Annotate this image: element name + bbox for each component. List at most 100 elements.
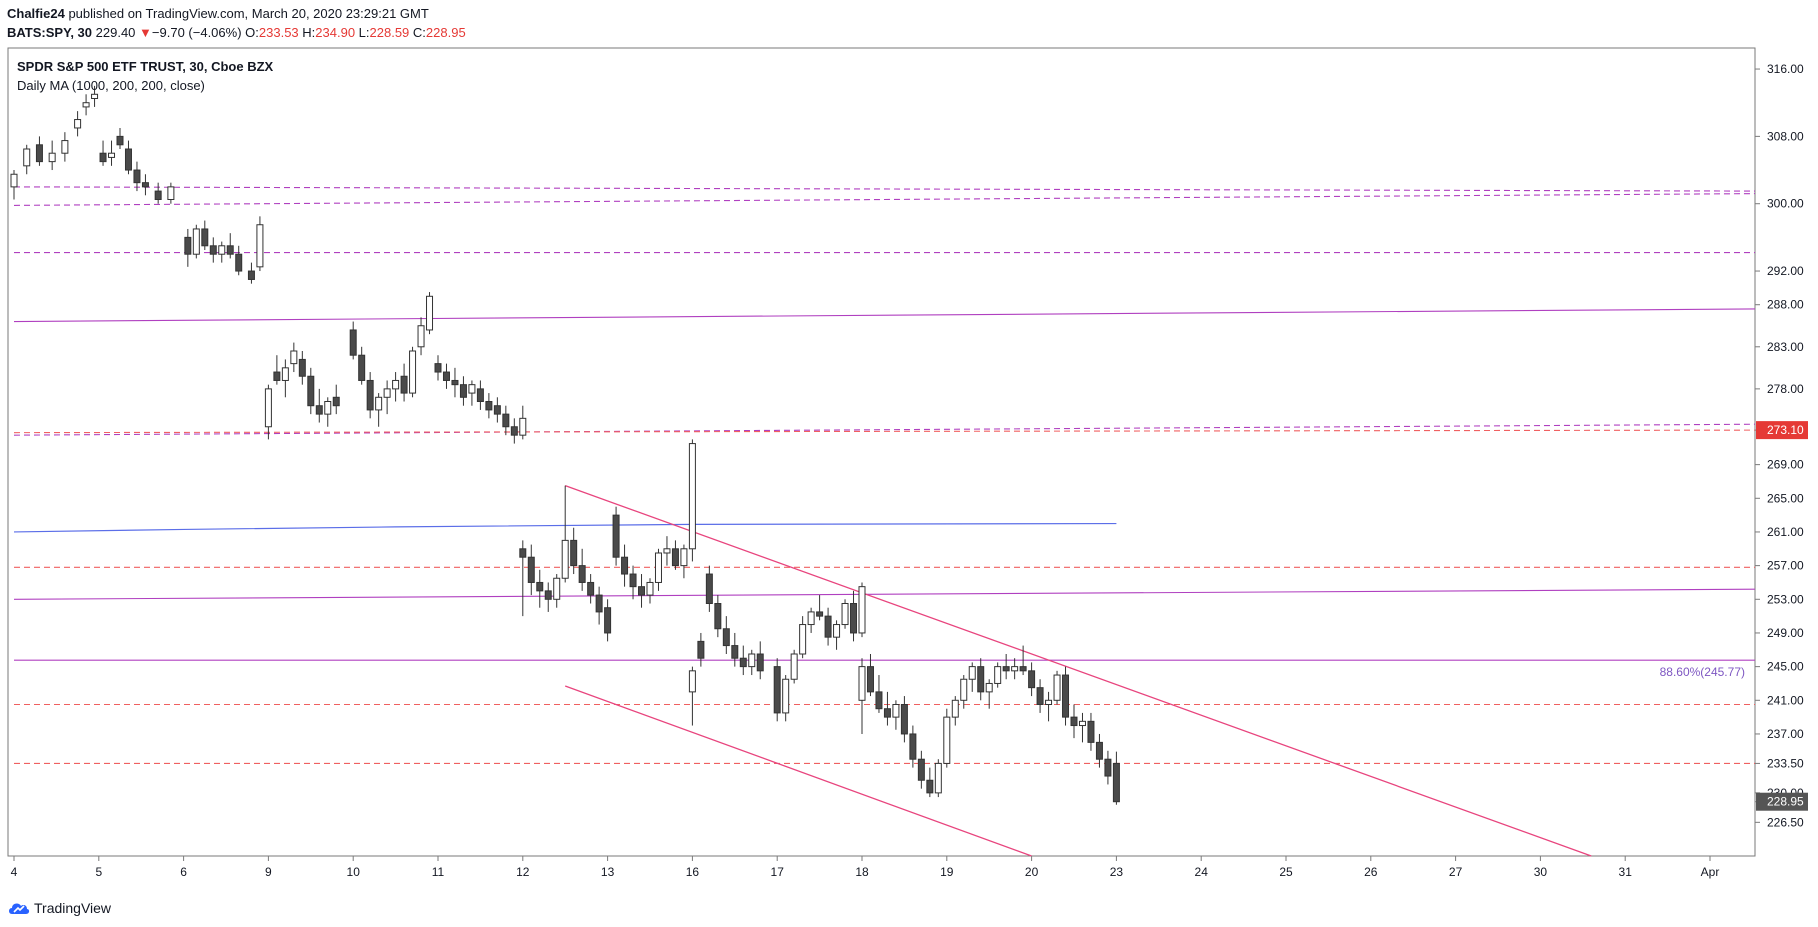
trendline-0 [564, 485, 1592, 857]
price-tick-label: 261.00 [1767, 525, 1804, 539]
horizontal-levels [13, 186, 1756, 764]
candle [985, 679, 993, 709]
candle [426, 292, 434, 335]
level-line-0 [13, 186, 1756, 192]
candle-body [595, 594, 603, 613]
candle [850, 590, 858, 642]
candle-body [782, 678, 790, 714]
candle-body [400, 375, 408, 394]
tradingview-footer[interactable]: TradingView [8, 898, 111, 918]
candle-body [273, 371, 281, 381]
candle [307, 367, 315, 415]
time-tick-label: 19 [940, 865, 954, 879]
candle-body [604, 607, 612, 634]
level-line-3 [13, 308, 1756, 323]
indicator-legend[interactable]: Daily MA (1000, 200, 200, close) [17, 78, 205, 93]
candle [1087, 712, 1095, 751]
candle [816, 595, 824, 621]
candle [1070, 704, 1078, 739]
candle [358, 346, 366, 385]
candle [654, 548, 662, 591]
candle [1053, 670, 1061, 705]
candle-body [688, 443, 696, 550]
level-line-1 [13, 193, 1756, 206]
author-name[interactable]: Chalfie24 [7, 6, 65, 21]
candle [739, 645, 747, 676]
candle [324, 397, 332, 427]
candle [638, 574, 646, 608]
candle-body [663, 548, 671, 554]
price-chart[interactable]: 316.00 308.00 300.00 292.00 288.00 283.00 278.… [0, 0, 1818, 895]
plot-area[interactable] [7, 47, 1756, 857]
price-tick-label: 269.00 [1767, 458, 1804, 472]
candle-body [671, 548, 679, 567]
candle [184, 228, 192, 267]
candle [349, 321, 357, 360]
candle-body [82, 102, 90, 108]
candle [290, 342, 298, 373]
candle [994, 662, 1002, 688]
price-axis[interactable]: 316.00 308.00 300.00 292.00 288.00 283.00 278.… [1755, 62, 1808, 829]
candle [281, 359, 289, 398]
candle [833, 620, 841, 650]
candle [553, 574, 561, 608]
candle-body [226, 245, 234, 255]
candle [315, 388, 323, 423]
daily-ma-line [13, 522, 1117, 533]
candle-body [48, 152, 56, 163]
candle [663, 536, 671, 566]
candle-body [10, 173, 18, 188]
candle [578, 548, 586, 591]
candle-body [841, 603, 849, 626]
candle-body [1002, 666, 1010, 672]
brand-name: TradingView [34, 900, 112, 916]
candle-body [383, 388, 391, 398]
candle-body [392, 379, 400, 390]
candle-body [1019, 666, 1027, 672]
candle [629, 565, 637, 600]
candle [400, 363, 408, 402]
low-label: L: [358, 25, 370, 40]
time-tick-label: 4 [11, 865, 18, 879]
candle-body [731, 645, 739, 659]
candle-body [858, 586, 866, 634]
candle [192, 224, 200, 259]
candle-body [281, 367, 289, 381]
candle [434, 355, 442, 381]
candle-body [536, 581, 544, 592]
candle-body [256, 224, 264, 268]
candle-body [985, 682, 993, 693]
candle-body [612, 514, 620, 558]
candle [133, 161, 141, 192]
trend-channel [564, 485, 1592, 857]
candle-body [638, 586, 646, 596]
candle-body [934, 762, 942, 794]
candle [493, 397, 501, 423]
level-line-5 [13, 429, 1756, 434]
candle-body [926, 779, 934, 794]
candle [392, 372, 400, 402]
candle-body [493, 405, 501, 415]
candle-body [688, 670, 696, 693]
candle [485, 393, 493, 419]
candle-body [790, 653, 798, 680]
candle-body [366, 379, 374, 411]
candle-body [587, 581, 595, 596]
close-value: 228.95 [425, 25, 466, 40]
time-tick-label: 12 [516, 865, 530, 879]
low-value: 228.59 [369, 25, 410, 40]
candle-body [833, 624, 841, 638]
candle-body [824, 615, 832, 638]
price-tick-label: 278.00 [1767, 382, 1804, 396]
price-change: −9.70 (−4.06%) [151, 25, 242, 40]
candle-body [680, 548, 688, 567]
candle [858, 658, 866, 734]
candle-body [629, 573, 637, 588]
candle-body [298, 358, 306, 377]
candle [875, 675, 883, 713]
candle-body [977, 666, 985, 693]
candle [383, 380, 391, 415]
time-axis[interactable]: 4 5 6 9 10 11 12 13 16 17 18 19 20 23 24 25 26 27 30 31 Apr [11, 856, 1720, 879]
candle-body [883, 708, 891, 718]
down-arrow-icon: ▼ [139, 25, 152, 40]
